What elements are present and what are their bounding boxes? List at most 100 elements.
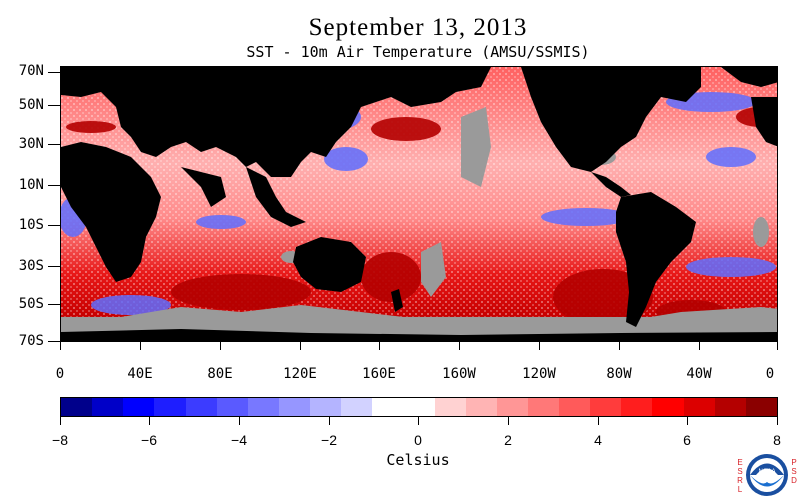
lon-label: 80E xyxy=(207,366,233,382)
colorbar-swatch xyxy=(92,398,124,416)
antarctica-landmass xyxy=(61,329,777,341)
colorbar-swatch xyxy=(216,398,248,416)
lat-tick xyxy=(48,144,60,145)
lat-label: 30N xyxy=(18,136,44,152)
psd-letter: D xyxy=(791,476,797,485)
lat-tick xyxy=(48,341,60,342)
colorbar-swatch xyxy=(465,398,497,416)
lat-tick xyxy=(48,266,60,267)
lon-tick xyxy=(459,342,460,350)
colorbar-swatch xyxy=(278,398,310,416)
lon-label: 160W xyxy=(442,366,476,382)
lat-label: 30S xyxy=(18,258,44,274)
map-subtitle: SST - 10m Air Temperature (AMSU/SSMIS) xyxy=(246,43,590,61)
colorbar-swatch xyxy=(621,398,653,416)
eurasia-landmass xyxy=(61,67,491,177)
colorbar-tick xyxy=(329,417,330,425)
south-america-landmass xyxy=(616,192,696,327)
lat-tick xyxy=(48,304,60,305)
land-masses xyxy=(61,67,777,341)
lon-tick xyxy=(220,342,221,350)
colorbar-label: 8 xyxy=(773,432,781,448)
colorbar-swatch xyxy=(123,398,155,416)
colorbar-tick xyxy=(239,417,240,425)
central-america-landmass xyxy=(591,172,631,197)
lon-label: 160E xyxy=(362,366,396,382)
lon-tick xyxy=(539,342,540,350)
lat-label: 10S xyxy=(18,217,44,233)
colorbar-swatch xyxy=(341,398,373,416)
lon-tick xyxy=(777,342,778,350)
colorbar-swatch xyxy=(683,398,715,416)
colorbar-swatch xyxy=(310,398,342,416)
lon-tick xyxy=(379,342,380,350)
colorbar-swatch xyxy=(434,398,466,416)
colorbar-label: 0 xyxy=(414,432,422,448)
units-label: Celsius xyxy=(386,451,450,469)
colorbar-swatch xyxy=(61,398,93,416)
lat-label: 70S xyxy=(18,333,44,349)
colorbar-swatch xyxy=(372,398,404,416)
lon-label: 40E xyxy=(127,366,153,382)
psd-letter: S xyxy=(791,467,797,476)
lat-tick xyxy=(48,225,60,226)
lon-label: 80W xyxy=(606,366,632,382)
esrl-letter: L xyxy=(737,485,743,494)
lon-tick xyxy=(619,342,620,350)
colorbar-swatch xyxy=(403,398,435,416)
lat-tick xyxy=(48,72,60,73)
colorbar-tick xyxy=(598,417,599,425)
colorbar-swatch xyxy=(745,398,777,416)
colorbar-tick xyxy=(777,417,778,425)
colorbar-swatch xyxy=(154,398,186,416)
esrl-text: E S R L xyxy=(736,458,744,494)
colorbar-swatch xyxy=(559,398,591,416)
psd-text: P S D xyxy=(790,458,798,485)
lon-label: 0 xyxy=(765,366,775,382)
colorbar-swatch xyxy=(590,398,622,416)
lat-label: 70N xyxy=(18,63,44,79)
lon-label: 0 xyxy=(55,366,65,382)
lon-tick xyxy=(140,342,141,350)
lon-label: 40W xyxy=(686,366,712,382)
se-asia-landmass xyxy=(246,167,306,227)
colorbar-tick xyxy=(508,417,509,425)
negative-anomaly-regions xyxy=(61,92,776,315)
greenland-landmass xyxy=(721,67,777,87)
lon-tick xyxy=(60,342,61,350)
map-title: September 13, 2013 xyxy=(308,14,528,41)
colorbar xyxy=(60,397,778,417)
lat-label: 50S xyxy=(18,296,44,312)
india-landmass xyxy=(181,167,226,207)
esrl-letter: S xyxy=(737,467,743,476)
colorbar-swatch xyxy=(652,398,684,416)
africa-landmass xyxy=(61,142,161,282)
lon-tick xyxy=(300,342,301,350)
world-map-svg xyxy=(61,67,777,341)
lon-label: 120W xyxy=(522,366,556,382)
lat-label: 50N xyxy=(18,97,44,113)
colorbar-label: 2 xyxy=(504,432,512,448)
colorbar-tick xyxy=(418,417,419,425)
australia-landmass xyxy=(293,237,366,292)
colorbar-label: −8 xyxy=(52,432,68,448)
colorbar-swatch xyxy=(714,398,746,416)
lat-tick xyxy=(48,185,60,186)
lon-label: 120E xyxy=(283,366,317,382)
colorbar-swatch xyxy=(527,398,559,416)
noaa-badge-text: NOAA xyxy=(758,469,775,475)
colorbar-tick xyxy=(60,417,61,425)
europe-landmass xyxy=(751,97,777,147)
colorbar-swatch xyxy=(496,398,528,416)
lat-tick xyxy=(48,105,60,106)
psd-letter: P xyxy=(791,458,797,467)
north-america-landmass xyxy=(521,67,701,172)
new-zealand-landmass xyxy=(391,289,403,312)
colorbar-swatch xyxy=(247,398,279,416)
colorbar-swatch xyxy=(185,398,217,416)
colorbar-label: −4 xyxy=(231,432,247,448)
colorbar-label: 4 xyxy=(594,432,602,448)
lon-tick xyxy=(699,342,700,350)
esrl-letter: E xyxy=(737,458,743,467)
colorbar-tick xyxy=(149,417,150,425)
